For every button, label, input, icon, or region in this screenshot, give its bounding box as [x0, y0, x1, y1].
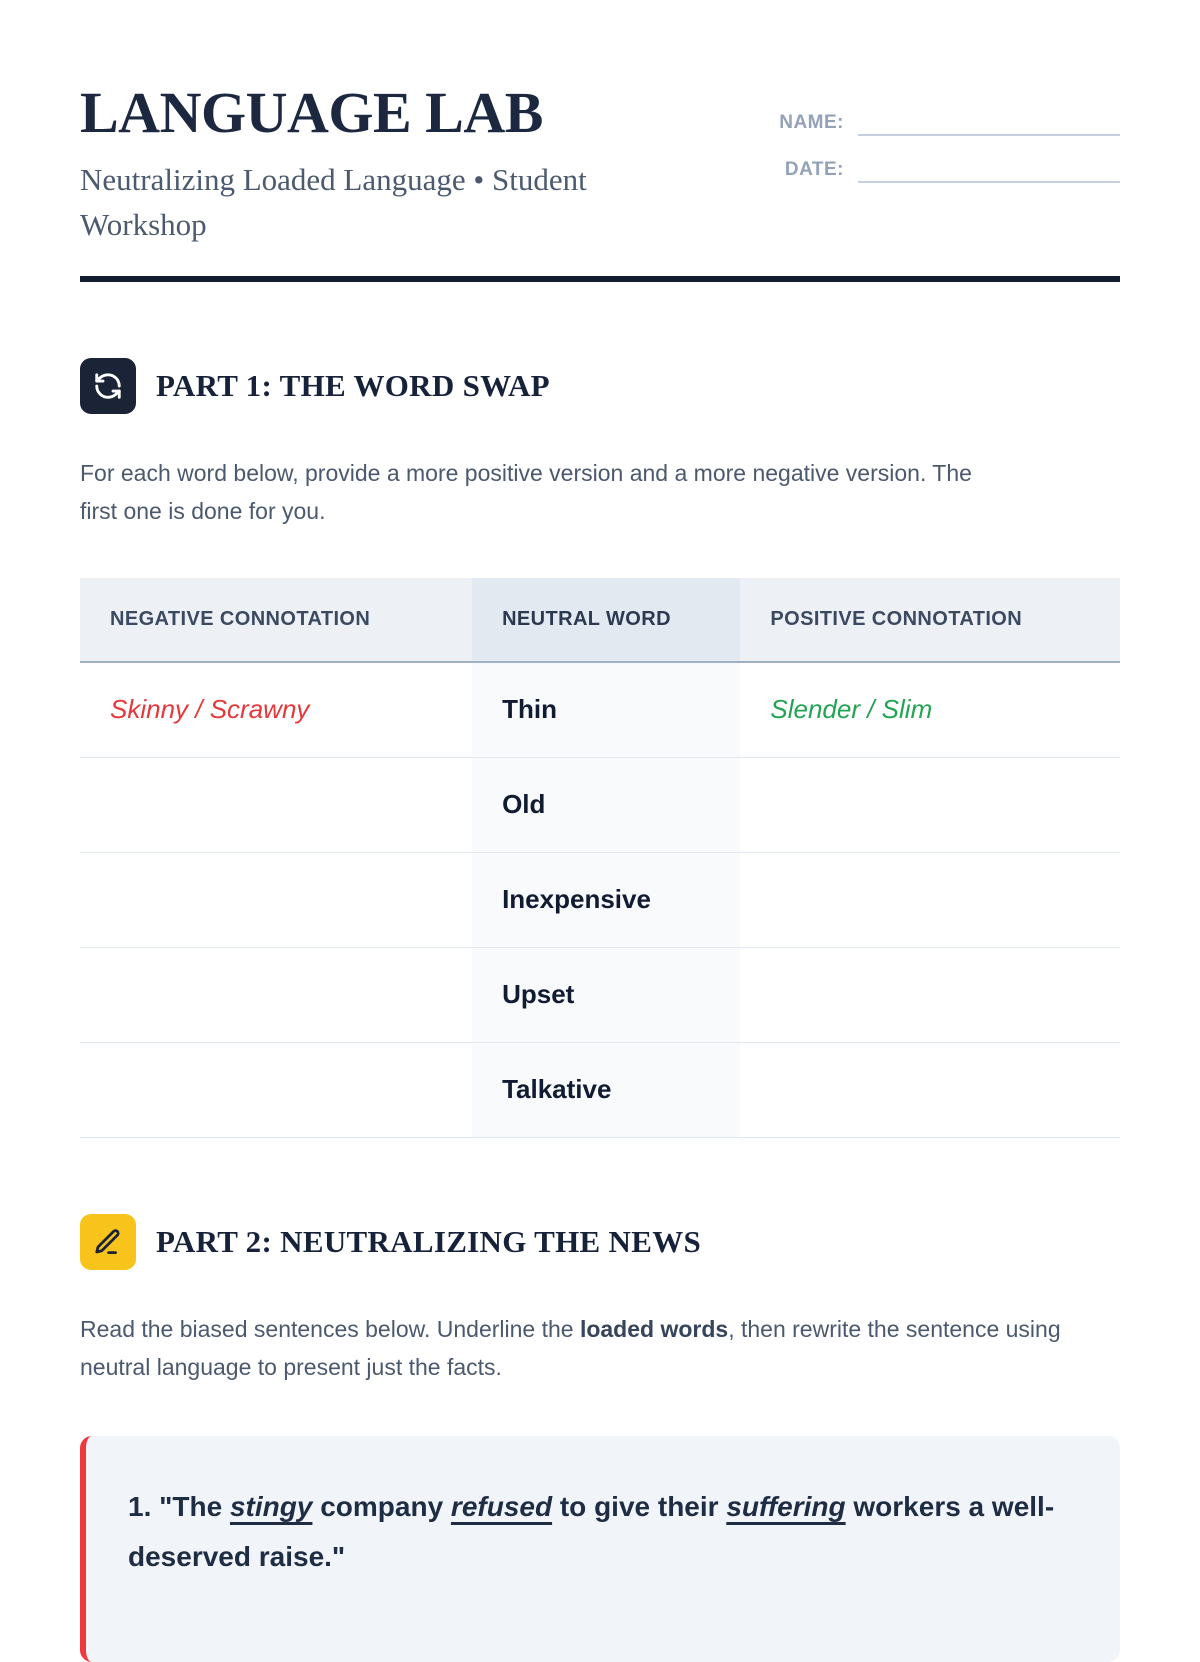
table-row: Upset [80, 947, 1120, 1043]
neutral-word-cell: Talkative [472, 1042, 741, 1138]
part2-instructions: Read the biased sentences below. Underli… [80, 1310, 1075, 1386]
header-divider [80, 275, 1120, 282]
positive-fill-in-cell[interactable] [740, 947, 1120, 1043]
sentence-text: to give their [552, 1491, 727, 1523]
part1-instructions: For each word below, provide a more posi… [80, 459, 972, 525]
neutral-word-cell: Thin [472, 662, 741, 758]
negative-fill-in-cell[interactable] [80, 947, 473, 1043]
date-field-row: DATE: [758, 157, 1120, 183]
masthead: LANGUAGE LAB Neutralizing Loaded Languag… [80, 84, 1120, 248]
sentence-text: 1. "The [128, 1491, 230, 1523]
name-label: NAME: [779, 112, 844, 133]
loaded-word-refused: refused [450, 1491, 553, 1523]
name-input-line[interactable] [858, 110, 1120, 136]
part1-header: PART 1: THE WORD SWAP [80, 357, 1120, 414]
table-row: Talkative [80, 1042, 1120, 1138]
pencil-icon [80, 1213, 136, 1270]
word-swap-table: NEGATIVE CONNOTATION NEUTRAL WORD POSITI… [80, 578, 1120, 1138]
column-header-negative: NEGATIVE CONNOTATION [80, 578, 473, 664]
sentence-text: company [312, 1491, 451, 1523]
table-row: Inexpensive [80, 852, 1120, 948]
table-row: Old [80, 757, 1120, 853]
table-header-row: NEGATIVE CONNOTATION NEUTRAL WORD POSITI… [80, 578, 1120, 664]
sentence-text: workers a well-deserved raise." [128, 1491, 1055, 1572]
negative-fill-in-cell[interactable] [80, 852, 473, 948]
instructions-bold-term: loaded words [579, 1315, 729, 1342]
neutral-word-cell: Old [472, 757, 741, 853]
question-1-sentence: 1. "The stingy company refused to give t… [128, 1482, 1090, 1582]
instructions-prefix: Read the biased sentences below. Underli… [80, 1315, 580, 1342]
positive-example-cell: Slender / Slim [740, 662, 1120, 758]
negative-example-cell: Skinny / Scrawny [80, 662, 473, 758]
instructions-suffix: , then rewrite the sentence using neutra… [80, 1315, 1061, 1380]
negative-fill-in-cell[interactable] [80, 1042, 473, 1138]
part2-header: PART 2: NEUTRALIZING THE NEWS [80, 1213, 1120, 1270]
column-header-neutral: NEUTRAL WORD [472, 578, 741, 664]
page-subtitle: Neutralizing Loaded Language • Student W… [80, 162, 587, 242]
part1-title: PART 1: THE WORD SWAP [156, 367, 550, 403]
loaded-word-stingy: stingy [229, 1491, 313, 1523]
page-title: LANGUAGE LAB [80, 80, 543, 145]
part2-title: PART 2: NEUTRALIZING THE NEWS [156, 1223, 702, 1259]
refresh-swap-icon [80, 357, 136, 414]
date-input-line[interactable] [858, 157, 1120, 183]
title-block: LANGUAGE LAB Neutralizing Loaded Languag… [80, 84, 758, 248]
table-row: Skinny / Scrawny Thin Slender / Slim [80, 662, 1120, 758]
date-label: DATE: [784, 159, 844, 180]
positive-fill-in-cell[interactable] [740, 757, 1120, 853]
loaded-word-suffering: suffering [726, 1491, 846, 1523]
question-1-box: 1. "The stingy company refused to give t… [80, 1436, 1120, 1662]
column-header-positive: POSITIVE CONNOTATION [740, 578, 1120, 664]
positive-fill-in-cell[interactable] [740, 852, 1120, 948]
name-date-fields: NAME: DATE: [758, 110, 1120, 204]
part2-section: PART 2: NEUTRALIZING THE NEWS Read the b… [80, 1213, 1120, 1662]
name-field-row: NAME: [758, 110, 1120, 136]
neutral-word-cell: Inexpensive [472, 852, 741, 948]
negative-fill-in-cell[interactable] [80, 757, 473, 853]
part1-section: PART 1: THE WORD SWAP For each word belo… [80, 357, 1120, 1138]
positive-fill-in-cell[interactable] [740, 1042, 1120, 1138]
neutral-word-cell: Upset [472, 947, 741, 1043]
